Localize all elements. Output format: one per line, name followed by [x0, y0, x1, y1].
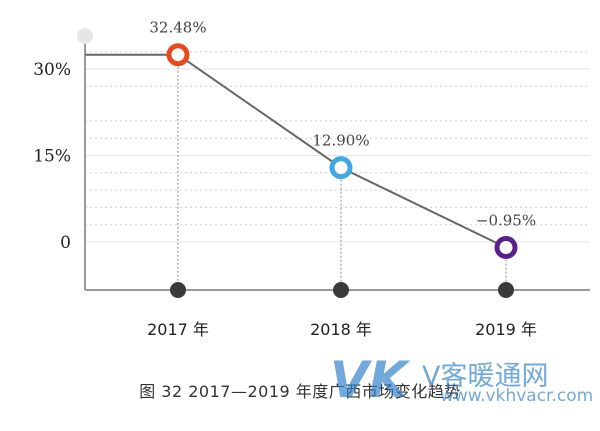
category-dot: [333, 282, 349, 298]
data-label: 12.90%: [312, 132, 369, 150]
x-tick-label: 2017 年: [147, 320, 209, 339]
data-point: [166, 43, 190, 67]
data-point: [329, 156, 353, 180]
y-tick-label: 15%: [33, 147, 71, 167]
x-tick-label: 2018 年: [310, 320, 372, 339]
category-dot: [498, 282, 514, 298]
series-line: [177, 53, 507, 249]
figure-caption: 图 32 2017—2019 年度广西市场变化趋势: [139, 382, 461, 401]
category-dot: [170, 282, 186, 298]
watermark-name: V客暖通网: [422, 361, 549, 392]
x-tick-label: 2019 年: [475, 320, 537, 339]
data-label: 32.48%: [149, 19, 206, 37]
y-tick-label: 30%: [33, 60, 71, 80]
watermark-logo: VK V客暖通网 www.vkhvacr.com: [330, 351, 593, 412]
watermark-letters: VK: [330, 351, 408, 409]
y-axis-cap: [77, 28, 93, 44]
y-tick-label: 0: [60, 233, 71, 253]
watermark-url: www.vkhvacr.com: [440, 386, 594, 406]
data-label: −0.95%: [476, 211, 536, 229]
line-chart: 30% 15% 0 2017 年 2018 年 2019 年 32.48% 12.90% −0.…: [33, 19, 590, 339]
data-point: [494, 235, 518, 259]
